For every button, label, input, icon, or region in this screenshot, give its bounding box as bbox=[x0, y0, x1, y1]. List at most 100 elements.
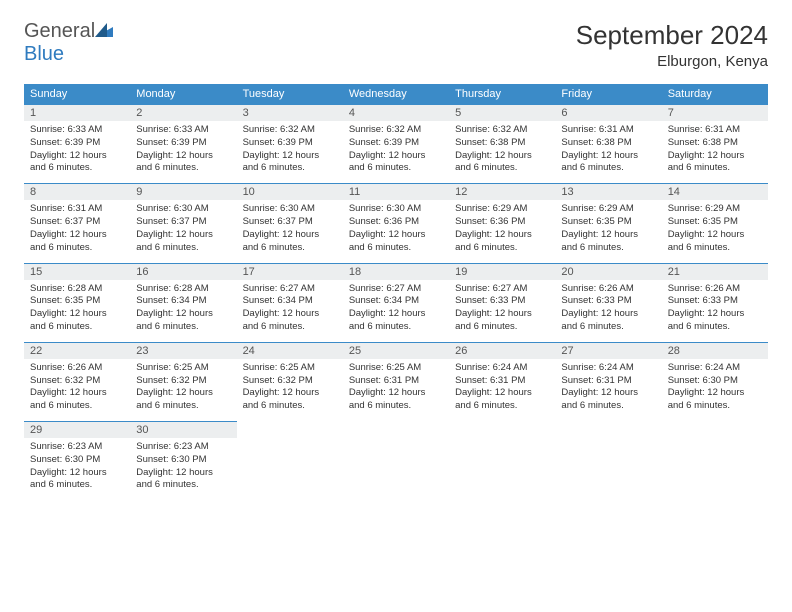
logo-mark-icon bbox=[95, 23, 113, 37]
logo-word-2: Blue bbox=[24, 43, 64, 65]
day-body: Sunrise: 6:30 AMSunset: 6:37 PMDaylight:… bbox=[130, 200, 236, 262]
day-number: 27 bbox=[555, 343, 661, 359]
day-body: Sunrise: 6:23 AMSunset: 6:30 PMDaylight:… bbox=[130, 438, 236, 500]
day-body: Sunrise: 6:27 AMSunset: 6:33 PMDaylight:… bbox=[449, 280, 555, 342]
day-number: 26 bbox=[449, 343, 555, 359]
day-cell: 23Sunrise: 6:25 AMSunset: 6:32 PMDayligh… bbox=[130, 342, 236, 421]
day-number: 18 bbox=[343, 264, 449, 280]
day-body: Sunrise: 6:25 AMSunset: 6:32 PMDaylight:… bbox=[237, 359, 343, 421]
day-body: Sunrise: 6:25 AMSunset: 6:31 PMDaylight:… bbox=[343, 359, 449, 421]
day-cell: 14Sunrise: 6:29 AMSunset: 6:35 PMDayligh… bbox=[662, 184, 768, 263]
day-cell: 2Sunrise: 6:33 AMSunset: 6:39 PMDaylight… bbox=[130, 105, 236, 184]
calendar-row: 29Sunrise: 6:23 AMSunset: 6:30 PMDayligh… bbox=[24, 422, 768, 501]
day-body: Sunrise: 6:28 AMSunset: 6:34 PMDaylight:… bbox=[130, 280, 236, 342]
day-number: 28 bbox=[662, 343, 768, 359]
day-body: Sunrise: 6:31 AMSunset: 6:37 PMDaylight:… bbox=[24, 200, 130, 262]
page-title: September 2024 bbox=[576, 20, 768, 51]
day-number: 22 bbox=[24, 343, 130, 359]
weekday-header: Monday bbox=[130, 84, 236, 105]
day-cell: 18Sunrise: 6:27 AMSunset: 6:34 PMDayligh… bbox=[343, 263, 449, 342]
weekday-header: Sunday bbox=[24, 84, 130, 105]
day-body: Sunrise: 6:33 AMSunset: 6:39 PMDaylight:… bbox=[130, 121, 236, 183]
day-cell: 19Sunrise: 6:27 AMSunset: 6:33 PMDayligh… bbox=[449, 263, 555, 342]
logo-text: General Blue bbox=[24, 20, 113, 66]
day-number: 7 bbox=[662, 105, 768, 121]
day-body: Sunrise: 6:24 AMSunset: 6:31 PMDaylight:… bbox=[555, 359, 661, 421]
day-number: 21 bbox=[662, 264, 768, 280]
logo-word-1: General bbox=[24, 20, 95, 42]
empty-cell bbox=[343, 422, 449, 501]
day-cell: 29Sunrise: 6:23 AMSunset: 6:30 PMDayligh… bbox=[24, 422, 130, 501]
day-number: 8 bbox=[24, 184, 130, 200]
weekday-header: Saturday bbox=[662, 84, 768, 105]
day-number: 19 bbox=[449, 264, 555, 280]
day-cell: 30Sunrise: 6:23 AMSunset: 6:30 PMDayligh… bbox=[130, 422, 236, 501]
day-number: 25 bbox=[343, 343, 449, 359]
day-cell: 26Sunrise: 6:24 AMSunset: 6:31 PMDayligh… bbox=[449, 342, 555, 421]
day-body: Sunrise: 6:31 AMSunset: 6:38 PMDaylight:… bbox=[662, 121, 768, 183]
day-cell: 7Sunrise: 6:31 AMSunset: 6:38 PMDaylight… bbox=[662, 105, 768, 184]
day-cell: 17Sunrise: 6:27 AMSunset: 6:34 PMDayligh… bbox=[237, 263, 343, 342]
day-cell: 8Sunrise: 6:31 AMSunset: 6:37 PMDaylight… bbox=[24, 184, 130, 263]
day-body: Sunrise: 6:23 AMSunset: 6:30 PMDaylight:… bbox=[24, 438, 130, 500]
day-body: Sunrise: 6:29 AMSunset: 6:35 PMDaylight:… bbox=[662, 200, 768, 262]
day-cell: 20Sunrise: 6:26 AMSunset: 6:33 PMDayligh… bbox=[555, 263, 661, 342]
day-number: 24 bbox=[237, 343, 343, 359]
calendar-body: 1Sunrise: 6:33 AMSunset: 6:39 PMDaylight… bbox=[24, 105, 768, 501]
day-number: 10 bbox=[237, 184, 343, 200]
day-cell: 21Sunrise: 6:26 AMSunset: 6:33 PMDayligh… bbox=[662, 263, 768, 342]
calendar-table: SundayMondayTuesdayWednesdayThursdayFrid… bbox=[24, 84, 768, 500]
empty-cell bbox=[555, 422, 661, 501]
day-number: 5 bbox=[449, 105, 555, 121]
weekday-header: Tuesday bbox=[237, 84, 343, 105]
day-number: 30 bbox=[130, 422, 236, 438]
day-cell: 12Sunrise: 6:29 AMSunset: 6:36 PMDayligh… bbox=[449, 184, 555, 263]
day-body: Sunrise: 6:26 AMSunset: 6:33 PMDaylight:… bbox=[662, 280, 768, 342]
day-number: 1 bbox=[24, 105, 130, 121]
day-body: Sunrise: 6:29 AMSunset: 6:35 PMDaylight:… bbox=[555, 200, 661, 262]
day-body: Sunrise: 6:24 AMSunset: 6:31 PMDaylight:… bbox=[449, 359, 555, 421]
calendar-row: 8Sunrise: 6:31 AMSunset: 6:37 PMDaylight… bbox=[24, 184, 768, 263]
day-number: 16 bbox=[130, 264, 236, 280]
day-body: Sunrise: 6:26 AMSunset: 6:32 PMDaylight:… bbox=[24, 359, 130, 421]
calendar-row: 15Sunrise: 6:28 AMSunset: 6:35 PMDayligh… bbox=[24, 263, 768, 342]
day-body: Sunrise: 6:26 AMSunset: 6:33 PMDaylight:… bbox=[555, 280, 661, 342]
day-body: Sunrise: 6:29 AMSunset: 6:36 PMDaylight:… bbox=[449, 200, 555, 262]
day-number: 15 bbox=[24, 264, 130, 280]
day-cell: 22Sunrise: 6:26 AMSunset: 6:32 PMDayligh… bbox=[24, 342, 130, 421]
weekday-header-row: SundayMondayTuesdayWednesdayThursdayFrid… bbox=[24, 84, 768, 105]
day-cell: 16Sunrise: 6:28 AMSunset: 6:34 PMDayligh… bbox=[130, 263, 236, 342]
day-cell: 25Sunrise: 6:25 AMSunset: 6:31 PMDayligh… bbox=[343, 342, 449, 421]
calendar-row: 1Sunrise: 6:33 AMSunset: 6:39 PMDaylight… bbox=[24, 105, 768, 184]
day-cell: 24Sunrise: 6:25 AMSunset: 6:32 PMDayligh… bbox=[237, 342, 343, 421]
day-body: Sunrise: 6:30 AMSunset: 6:37 PMDaylight:… bbox=[237, 200, 343, 262]
day-number: 11 bbox=[343, 184, 449, 200]
empty-cell bbox=[662, 422, 768, 501]
day-cell: 3Sunrise: 6:32 AMSunset: 6:39 PMDaylight… bbox=[237, 105, 343, 184]
day-number: 29 bbox=[24, 422, 130, 438]
day-cell: 28Sunrise: 6:24 AMSunset: 6:30 PMDayligh… bbox=[662, 342, 768, 421]
day-body: Sunrise: 6:30 AMSunset: 6:36 PMDaylight:… bbox=[343, 200, 449, 262]
weekday-header: Friday bbox=[555, 84, 661, 105]
day-number: 6 bbox=[555, 105, 661, 121]
empty-cell bbox=[449, 422, 555, 501]
day-number: 9 bbox=[130, 184, 236, 200]
day-body: Sunrise: 6:31 AMSunset: 6:38 PMDaylight:… bbox=[555, 121, 661, 183]
day-number: 14 bbox=[662, 184, 768, 200]
day-cell: 11Sunrise: 6:30 AMSunset: 6:36 PMDayligh… bbox=[343, 184, 449, 263]
day-number: 13 bbox=[555, 184, 661, 200]
day-cell: 27Sunrise: 6:24 AMSunset: 6:31 PMDayligh… bbox=[555, 342, 661, 421]
day-body: Sunrise: 6:27 AMSunset: 6:34 PMDaylight:… bbox=[237, 280, 343, 342]
day-number: 2 bbox=[130, 105, 236, 121]
day-number: 23 bbox=[130, 343, 236, 359]
logo: General Blue bbox=[24, 20, 113, 66]
empty-cell bbox=[237, 422, 343, 501]
day-cell: 5Sunrise: 6:32 AMSunset: 6:38 PMDaylight… bbox=[449, 105, 555, 184]
day-number: 4 bbox=[343, 105, 449, 121]
day-body: Sunrise: 6:25 AMSunset: 6:32 PMDaylight:… bbox=[130, 359, 236, 421]
day-body: Sunrise: 6:28 AMSunset: 6:35 PMDaylight:… bbox=[24, 280, 130, 342]
weekday-header: Thursday bbox=[449, 84, 555, 105]
day-number: 3 bbox=[237, 105, 343, 121]
day-cell: 15Sunrise: 6:28 AMSunset: 6:35 PMDayligh… bbox=[24, 263, 130, 342]
day-body: Sunrise: 6:33 AMSunset: 6:39 PMDaylight:… bbox=[24, 121, 130, 183]
